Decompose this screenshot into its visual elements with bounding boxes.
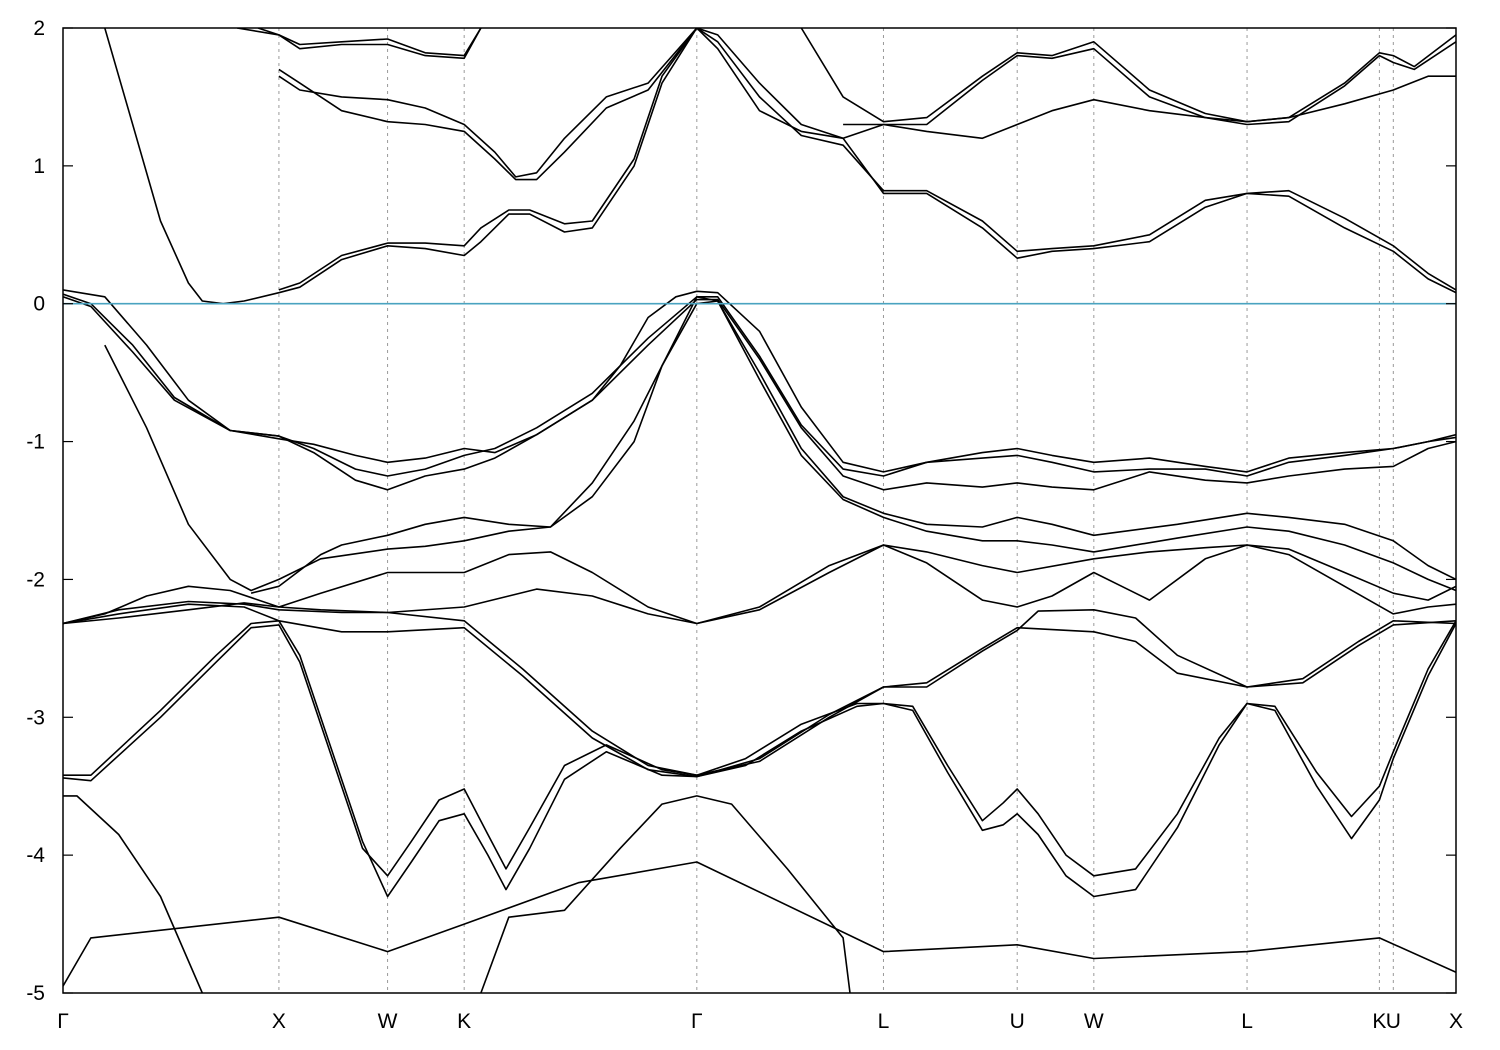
- y-tick-label: 2: [33, 17, 45, 40]
- band-series-7: [63, 600, 1456, 776]
- plot-frame: [62, 27, 1457, 994]
- y-tick-label: 0: [33, 293, 45, 316]
- y-tick-label: -1: [26, 431, 45, 454]
- band-series-21: [800, 28, 1456, 123]
- band-series-5: [63, 620, 1456, 877]
- band-series-16: [278, 28, 1456, 291]
- x-tick-label: X: [1449, 1010, 1463, 1033]
- x-tick-label: L: [1241, 1010, 1253, 1033]
- y-tick-label: -5: [26, 982, 45, 1005]
- x-tick-label: K: [1372, 1010, 1386, 1033]
- x-tick-label: W: [1084, 1010, 1104, 1033]
- y-axis: -5 -4 -3 -2 -1 0 1 2: [26, 17, 1456, 1005]
- band-series-20: [257, 28, 482, 60]
- band-series-2: [63, 795, 204, 993]
- x-tick-label: L: [878, 1010, 890, 1033]
- band-series-12: [63, 296, 1456, 491]
- high-symmetry-gridlines: [278, 28, 1394, 993]
- x-tick-label: Γ: [691, 1010, 703, 1033]
- y-tick-label: 1: [33, 155, 45, 178]
- x-tick-label: U: [1010, 1010, 1025, 1033]
- band-series-1: [63, 861, 1456, 987]
- band-series-18: [278, 28, 1456, 294]
- y-tick-label: -3: [26, 706, 45, 729]
- band-series-9: [63, 544, 1456, 625]
- band-series-14: [63, 289, 1456, 473]
- band-series-22: [843, 41, 1456, 126]
- x-tick-label: X: [272, 1010, 286, 1033]
- band-lines: [63, 28, 1456, 993]
- band-series-3: [480, 795, 851, 993]
- y-tick-label: -4: [26, 844, 45, 867]
- band-series-17: [278, 28, 1456, 291]
- x-tick-label: U: [1386, 1010, 1401, 1033]
- band-series-6: [63, 603, 1456, 778]
- x-tick-label: K: [457, 1010, 471, 1033]
- band-series-19: [236, 28, 482, 57]
- x-tick-label: W: [378, 1010, 398, 1033]
- x-tick-label: Γ: [57, 1010, 69, 1033]
- band-series-15: [104, 28, 698, 305]
- band-series-11: [250, 300, 1456, 594]
- y-tick-label: -2: [26, 568, 45, 591]
